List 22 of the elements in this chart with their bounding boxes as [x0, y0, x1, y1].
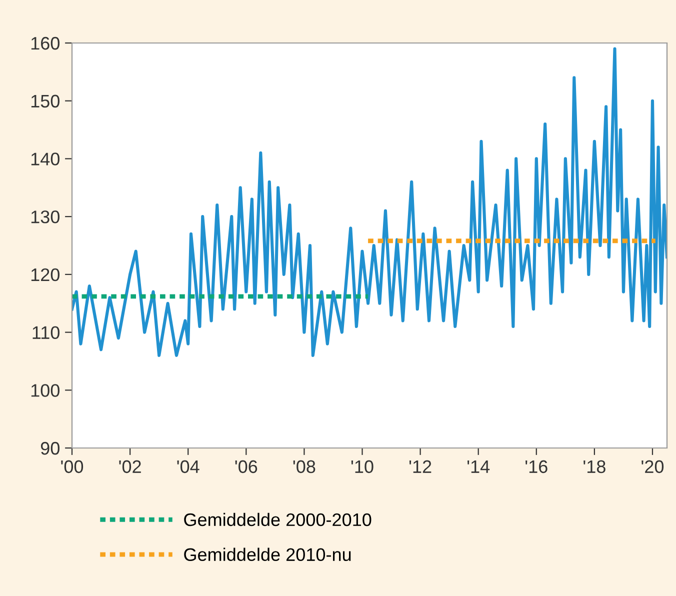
y-tick-label: 130 — [31, 210, 60, 224]
y-tick-label: 120 — [31, 268, 60, 282]
x-tick-label: '12 — [409, 460, 432, 473]
y-tick-label: 160 — [31, 36, 60, 50]
line-series — [72, 47, 667, 357]
x-tick-label: '06 — [235, 460, 258, 474]
legend-label: Gemiddelde 2000-2010 — [184, 512, 372, 526]
x-tick-label: '14 — [467, 460, 490, 473]
x-tick-label: '02 — [119, 460, 141, 474]
legend-label: Gemiddelde 2010-nu — [184, 548, 351, 561]
y-tick-label: 150 — [31, 94, 60, 108]
x-tick-label: '20 — [642, 460, 664, 474]
x-tick-label: '16 — [526, 460, 548, 474]
y-tick-label: 110 — [32, 326, 60, 340]
x-tick-label: '10 — [351, 460, 374, 474]
x-tick-label: '00 — [61, 460, 84, 474]
x-tick-label: '04 — [177, 460, 200, 474]
x-tick-label: '08 — [293, 460, 316, 474]
y-tick-label: 90 — [40, 442, 60, 455]
x-tick-label: '18 — [584, 460, 606, 474]
y-tick-label: 140 — [31, 152, 60, 166]
y-tick-label: 100 — [31, 384, 60, 397]
